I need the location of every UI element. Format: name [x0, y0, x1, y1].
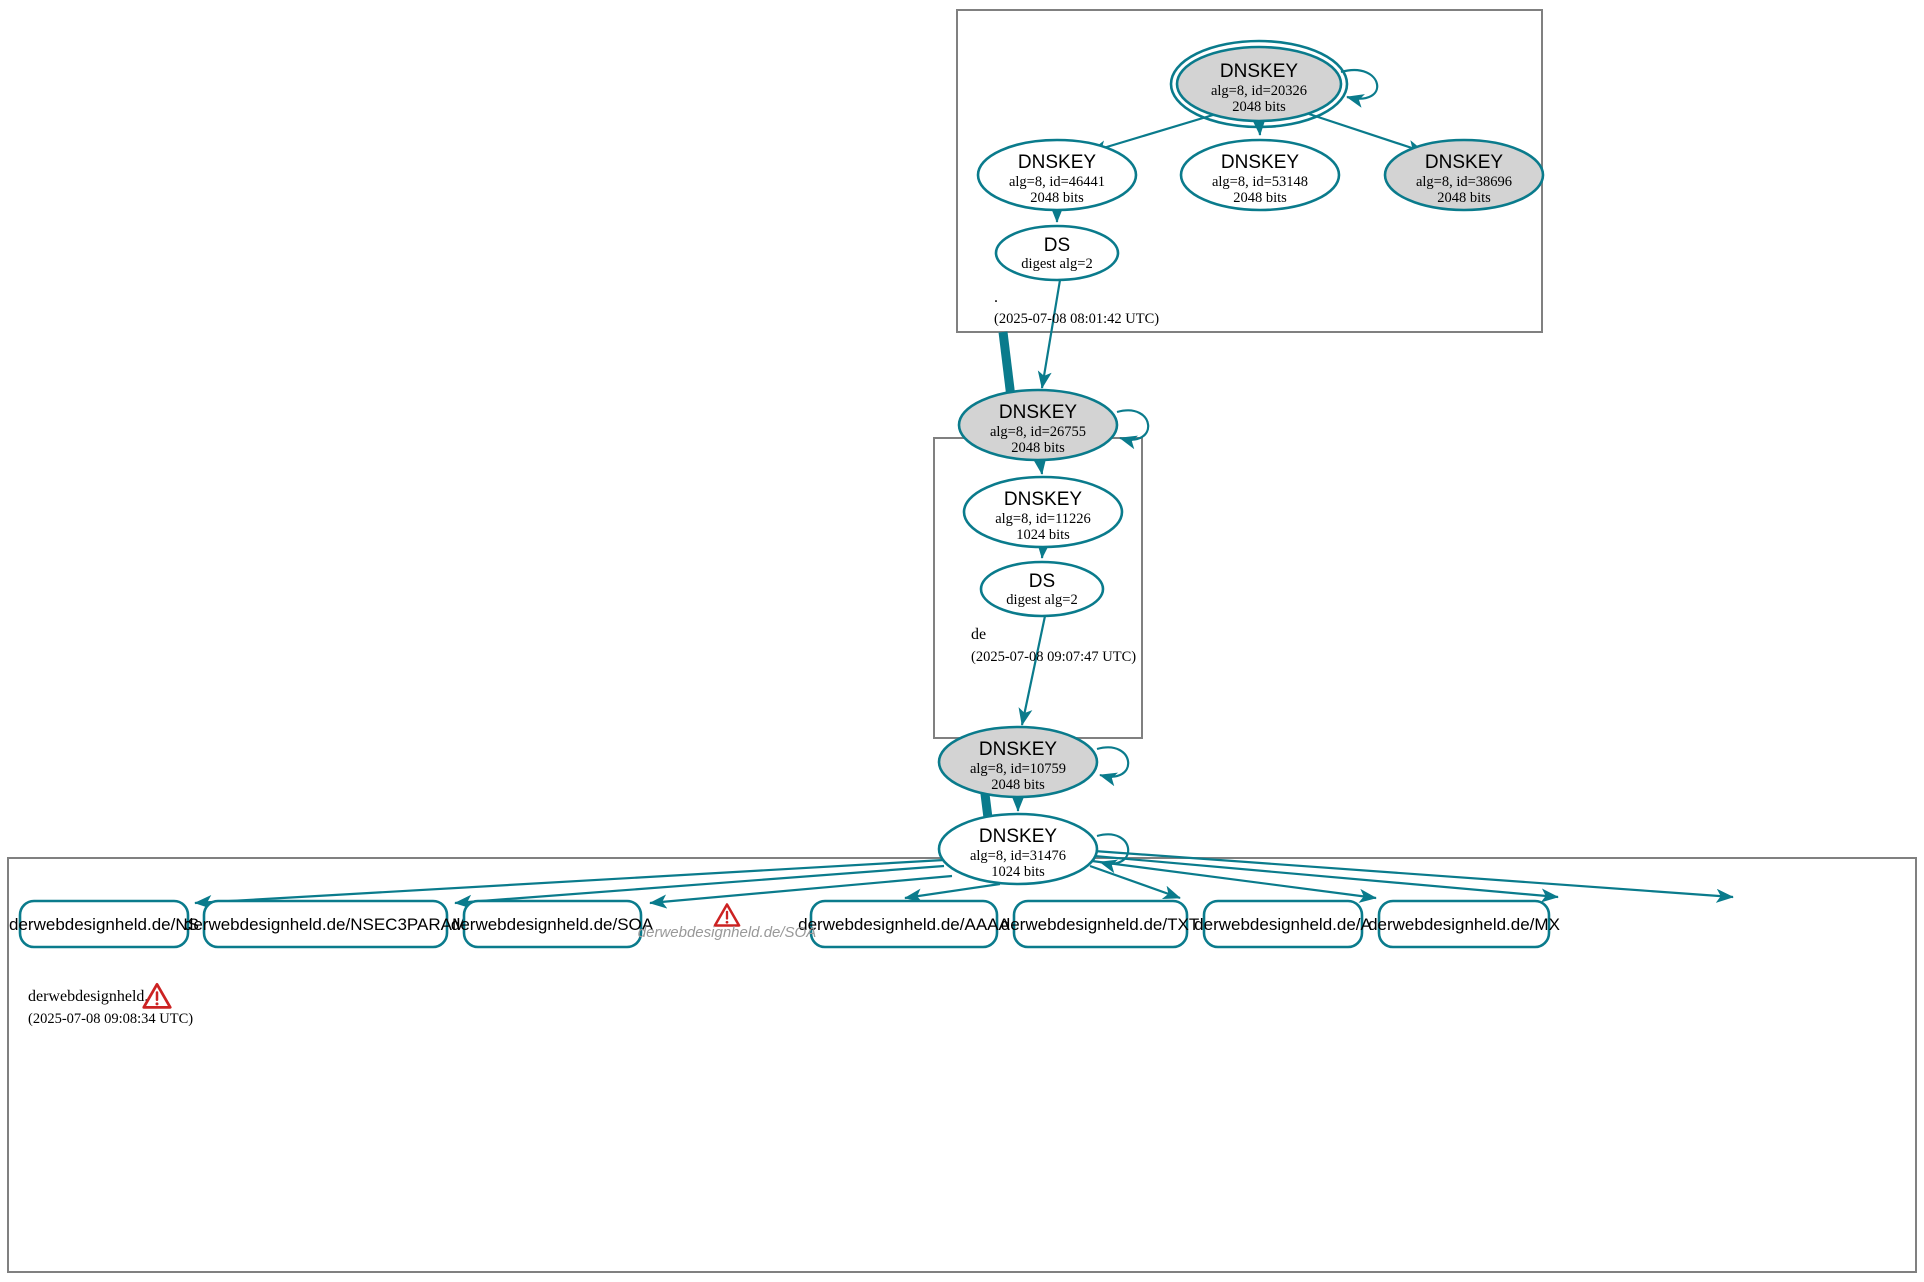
- node-bits: 1024 bits: [991, 864, 1045, 880]
- zone-timestamp-root: (2025-07-08 08:01:42 UTC): [994, 311, 1159, 327]
- node-label: DS: [1044, 235, 1070, 256]
- zone-timestamp-derwebdesignheld: (2025-07-08 09:08:34 UTC): [28, 1011, 193, 1027]
- node-bits: 2048 bits: [991, 777, 1045, 793]
- node-root-zsk-38696[interactable]: DNSKEY alg=8, id=38696 2048 bits: [1383, 138, 1545, 212]
- edge-zsk-to-rrset-nsec3param: [454, 864, 945, 909]
- edge-zsk-to-rrset-txt: [1091, 859, 1377, 903]
- rrset-label: derwebdesignheld.de/A: [1194, 915, 1372, 934]
- rrset-node-a[interactable]: derwebdesignheld.de/A: [1194, 899, 1373, 949]
- edge-root-ksk-to-zsk-38696: [1308, 112, 1425, 154]
- zone-label-derwebdesignheld: derwebdesignheld.de: [28, 988, 164, 1005]
- node-zone-ksk-10759[interactable]: DNSKEY alg=8, id=10759 2048 bits: [937, 725, 1099, 799]
- node-root-zsk-46441[interactable]: DNSKEY alg=8, id=46441 2048 bits: [976, 138, 1138, 212]
- rrset-node-nsec3param[interactable]: derwebdesignheld.de/NSEC3PARAM: [184, 899, 466, 949]
- node-zone-zsk-31476[interactable]: DNSKEY alg=8, id=31476 1024 bits: [937, 812, 1099, 886]
- error-node-soa[interactable]: derwebdesignheld.de/SOA: [638, 903, 816, 941]
- rrset-label: derwebdesignheld.de/TXT: [1001, 915, 1199, 934]
- node-label: DNSKEY: [999, 402, 1077, 423]
- self-sign-loop-de-ksk: [1116, 409, 1150, 450]
- node-detail: alg=8, id=46441: [1009, 174, 1105, 190]
- node-detail: digest alg=2: [1021, 256, 1092, 272]
- warning-triangle-icon: [713, 903, 741, 927]
- edge-zsk-to-rrset-aaaa: [1089, 864, 1181, 900]
- rrset-label: derwebdesignheld.de/MX: [1368, 915, 1560, 934]
- node-detail: digest alg=2: [1006, 592, 1077, 608]
- zone-timestamp-de: (2025-07-08 09:07:47 UTC): [971, 649, 1136, 665]
- rrset-label: derwebdesignheld.de/NSEC3PARAM: [184, 915, 466, 934]
- node-detail: alg=8, id=53148: [1212, 174, 1308, 190]
- node-root-zsk-53148[interactable]: DNSKEY alg=8, id=53148 2048 bits: [1179, 138, 1341, 212]
- rrset-label: derwebdesignheld.de/AAAA: [798, 915, 1010, 934]
- edge-zsk-to-rrset-a: [1093, 854, 1559, 903]
- edge-root-ds-to-de-ksk: [1037, 279, 1062, 389]
- edge-de-ds-to-zone-ksk: [1018, 615, 1047, 726]
- self-sign-loop-zone-ksk: [1096, 746, 1130, 787]
- edge-de-ksk-to-zsk: [1032, 456, 1047, 475]
- rrset-node-txt[interactable]: derwebdesignheld.de/TXT: [1001, 899, 1199, 949]
- rrset-node-soa[interactable]: derwebdesignheld.de/SOA: [451, 899, 654, 949]
- zone-label-root: .: [994, 289, 998, 306]
- node-detail: alg=8, id=20326: [1211, 83, 1307, 99]
- rrset-node-ns[interactable]: derwebdesignheld.de/NS: [9, 899, 199, 949]
- node-de-ds[interactable]: DS digest alg=2: [979, 560, 1105, 618]
- node-detail: alg=8, id=38696: [1416, 174, 1512, 190]
- rrset-node-aaaa[interactable]: derwebdesignheld.de/AAAA: [798, 899, 1011, 949]
- node-bits: 2048 bits: [1232, 99, 1286, 115]
- node-detail: alg=8, id=10759: [970, 761, 1066, 777]
- node-label: DS: [1029, 571, 1055, 592]
- edge-zsk-to-soa-error: [904, 882, 1001, 903]
- node-bits: 2048 bits: [1437, 190, 1491, 206]
- rrset-label: derwebdesignheld.de/NS: [9, 915, 199, 934]
- edge-zsk-to-rrset-mx: [1093, 849, 1734, 903]
- edge-zsk-to-rrset-soa: [649, 874, 953, 909]
- node-root-ds[interactable]: DS digest alg=2: [994, 224, 1120, 282]
- node-bits: 2048 bits: [1030, 190, 1084, 206]
- node-label: DNSKEY: [979, 739, 1057, 760]
- node-bits: 2048 bits: [1233, 190, 1287, 206]
- node-detail: alg=8, id=11226: [995, 511, 1091, 527]
- node-label: DNSKEY: [1425, 152, 1503, 173]
- warning-triangle-icon-zone: [142, 982, 172, 1009]
- error-node-label: derwebdesignheld.de/SOA: [638, 924, 816, 941]
- node-root-ksk-20326[interactable]: DNSKEY alg=8, id=20326 2048 bits: [1169, 39, 1349, 129]
- self-sign-loop-root-ksk: [1340, 69, 1379, 108]
- node-label: DNSKEY: [1221, 152, 1299, 173]
- rrset-label: derwebdesignheld.de/SOA: [451, 915, 654, 934]
- rrset-node-mx[interactable]: derwebdesignheld.de/MX: [1368, 899, 1560, 949]
- edge-zsk-to-rrset-ns: [194, 858, 945, 910]
- node-bits: 2048 bits: [1011, 440, 1065, 456]
- node-label: DNSKEY: [1018, 152, 1096, 173]
- node-label: DNSKEY: [979, 826, 1057, 847]
- node-label: DNSKEY: [1004, 489, 1082, 510]
- node-de-ksk-26755[interactable]: DNSKEY alg=8, id=26755 2048 bits: [957, 388, 1119, 462]
- edge-de-zsk-to-ds: [1036, 540, 1051, 559]
- node-detail: alg=8, id=31476: [970, 848, 1066, 864]
- zone-label-de: de: [971, 626, 986, 643]
- node-label: DNSKEY: [1220, 61, 1298, 82]
- node-bits: 1024 bits: [1016, 527, 1070, 543]
- node-de-zsk-11226[interactable]: DNSKEY alg=8, id=11226 1024 bits: [962, 475, 1124, 549]
- edge-root-ksk-to-zsk-46441: [1089, 113, 1214, 154]
- node-detail: alg=8, id=26755: [990, 424, 1086, 440]
